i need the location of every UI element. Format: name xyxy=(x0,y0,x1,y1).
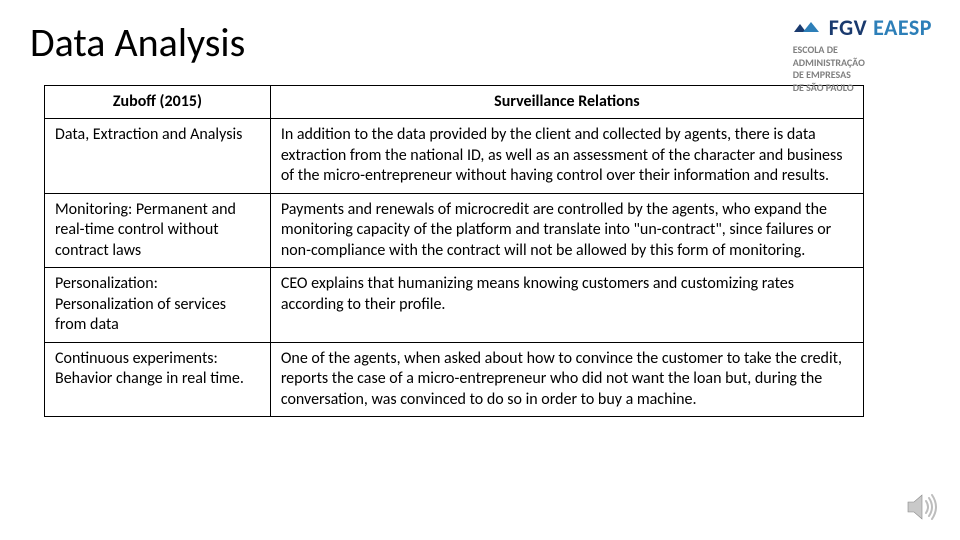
cell-right: One of the agents, when asked about how … xyxy=(270,342,863,416)
logo-subtitle: ESCOLA DE ADMINISTRAÇÃO DE EMPRESAS DE S… xyxy=(793,44,932,94)
table-header-row: Zuboff (2015) Surveillance Relations xyxy=(45,86,864,119)
cell-left: Monitoring: Permanent and real-time cont… xyxy=(45,193,271,267)
analysis-table: Zuboff (2015) Surveillance Relations Dat… xyxy=(44,85,864,417)
logo-block: FGV EAESP ESCOLA DE ADMINISTRAÇÃO DE EMP… xyxy=(793,14,932,94)
table-row: Data, Extraction and Analysis In additio… xyxy=(45,119,864,193)
logo-row: FGV EAESP xyxy=(793,14,932,41)
table-row: Continuous experiments: Behavior change … xyxy=(45,342,864,416)
table-row: Monitoring: Permanent and real-time cont… xyxy=(45,193,864,267)
cell-right: CEO explains that humanizing means knowi… xyxy=(270,268,863,342)
logo-sub-line: ESCOLA DE xyxy=(793,44,932,57)
logo-sub-line: DE SÃO PAULO xyxy=(793,82,932,95)
fgv-mark-icon xyxy=(793,20,823,36)
logo-sub-line: DE EMPRESAS xyxy=(793,69,932,82)
table-row: Personalization: Personalization of serv… xyxy=(45,268,864,342)
cell-left: Personalization: Personalization of serv… xyxy=(45,268,271,342)
cell-right: In addition to the data provided by the … xyxy=(270,119,863,193)
speaker-icon[interactable] xyxy=(902,488,940,526)
cell-left: Data, Extraction and Analysis xyxy=(45,119,271,193)
column-header-zuboff: Zuboff (2015) xyxy=(45,86,271,119)
slide: Data Analysis FGV EAESP ESCOLA DE ADMINI… xyxy=(0,0,960,540)
cell-left: Continuous experiments: Behavior change … xyxy=(45,342,271,416)
cell-right: Payments and renewals of microcredit are… xyxy=(270,193,863,267)
logo-fgv-text: FGV xyxy=(829,14,867,41)
logo-eaesp-text: EAESP xyxy=(873,14,932,41)
column-header-relations: Surveillance Relations xyxy=(270,86,863,119)
